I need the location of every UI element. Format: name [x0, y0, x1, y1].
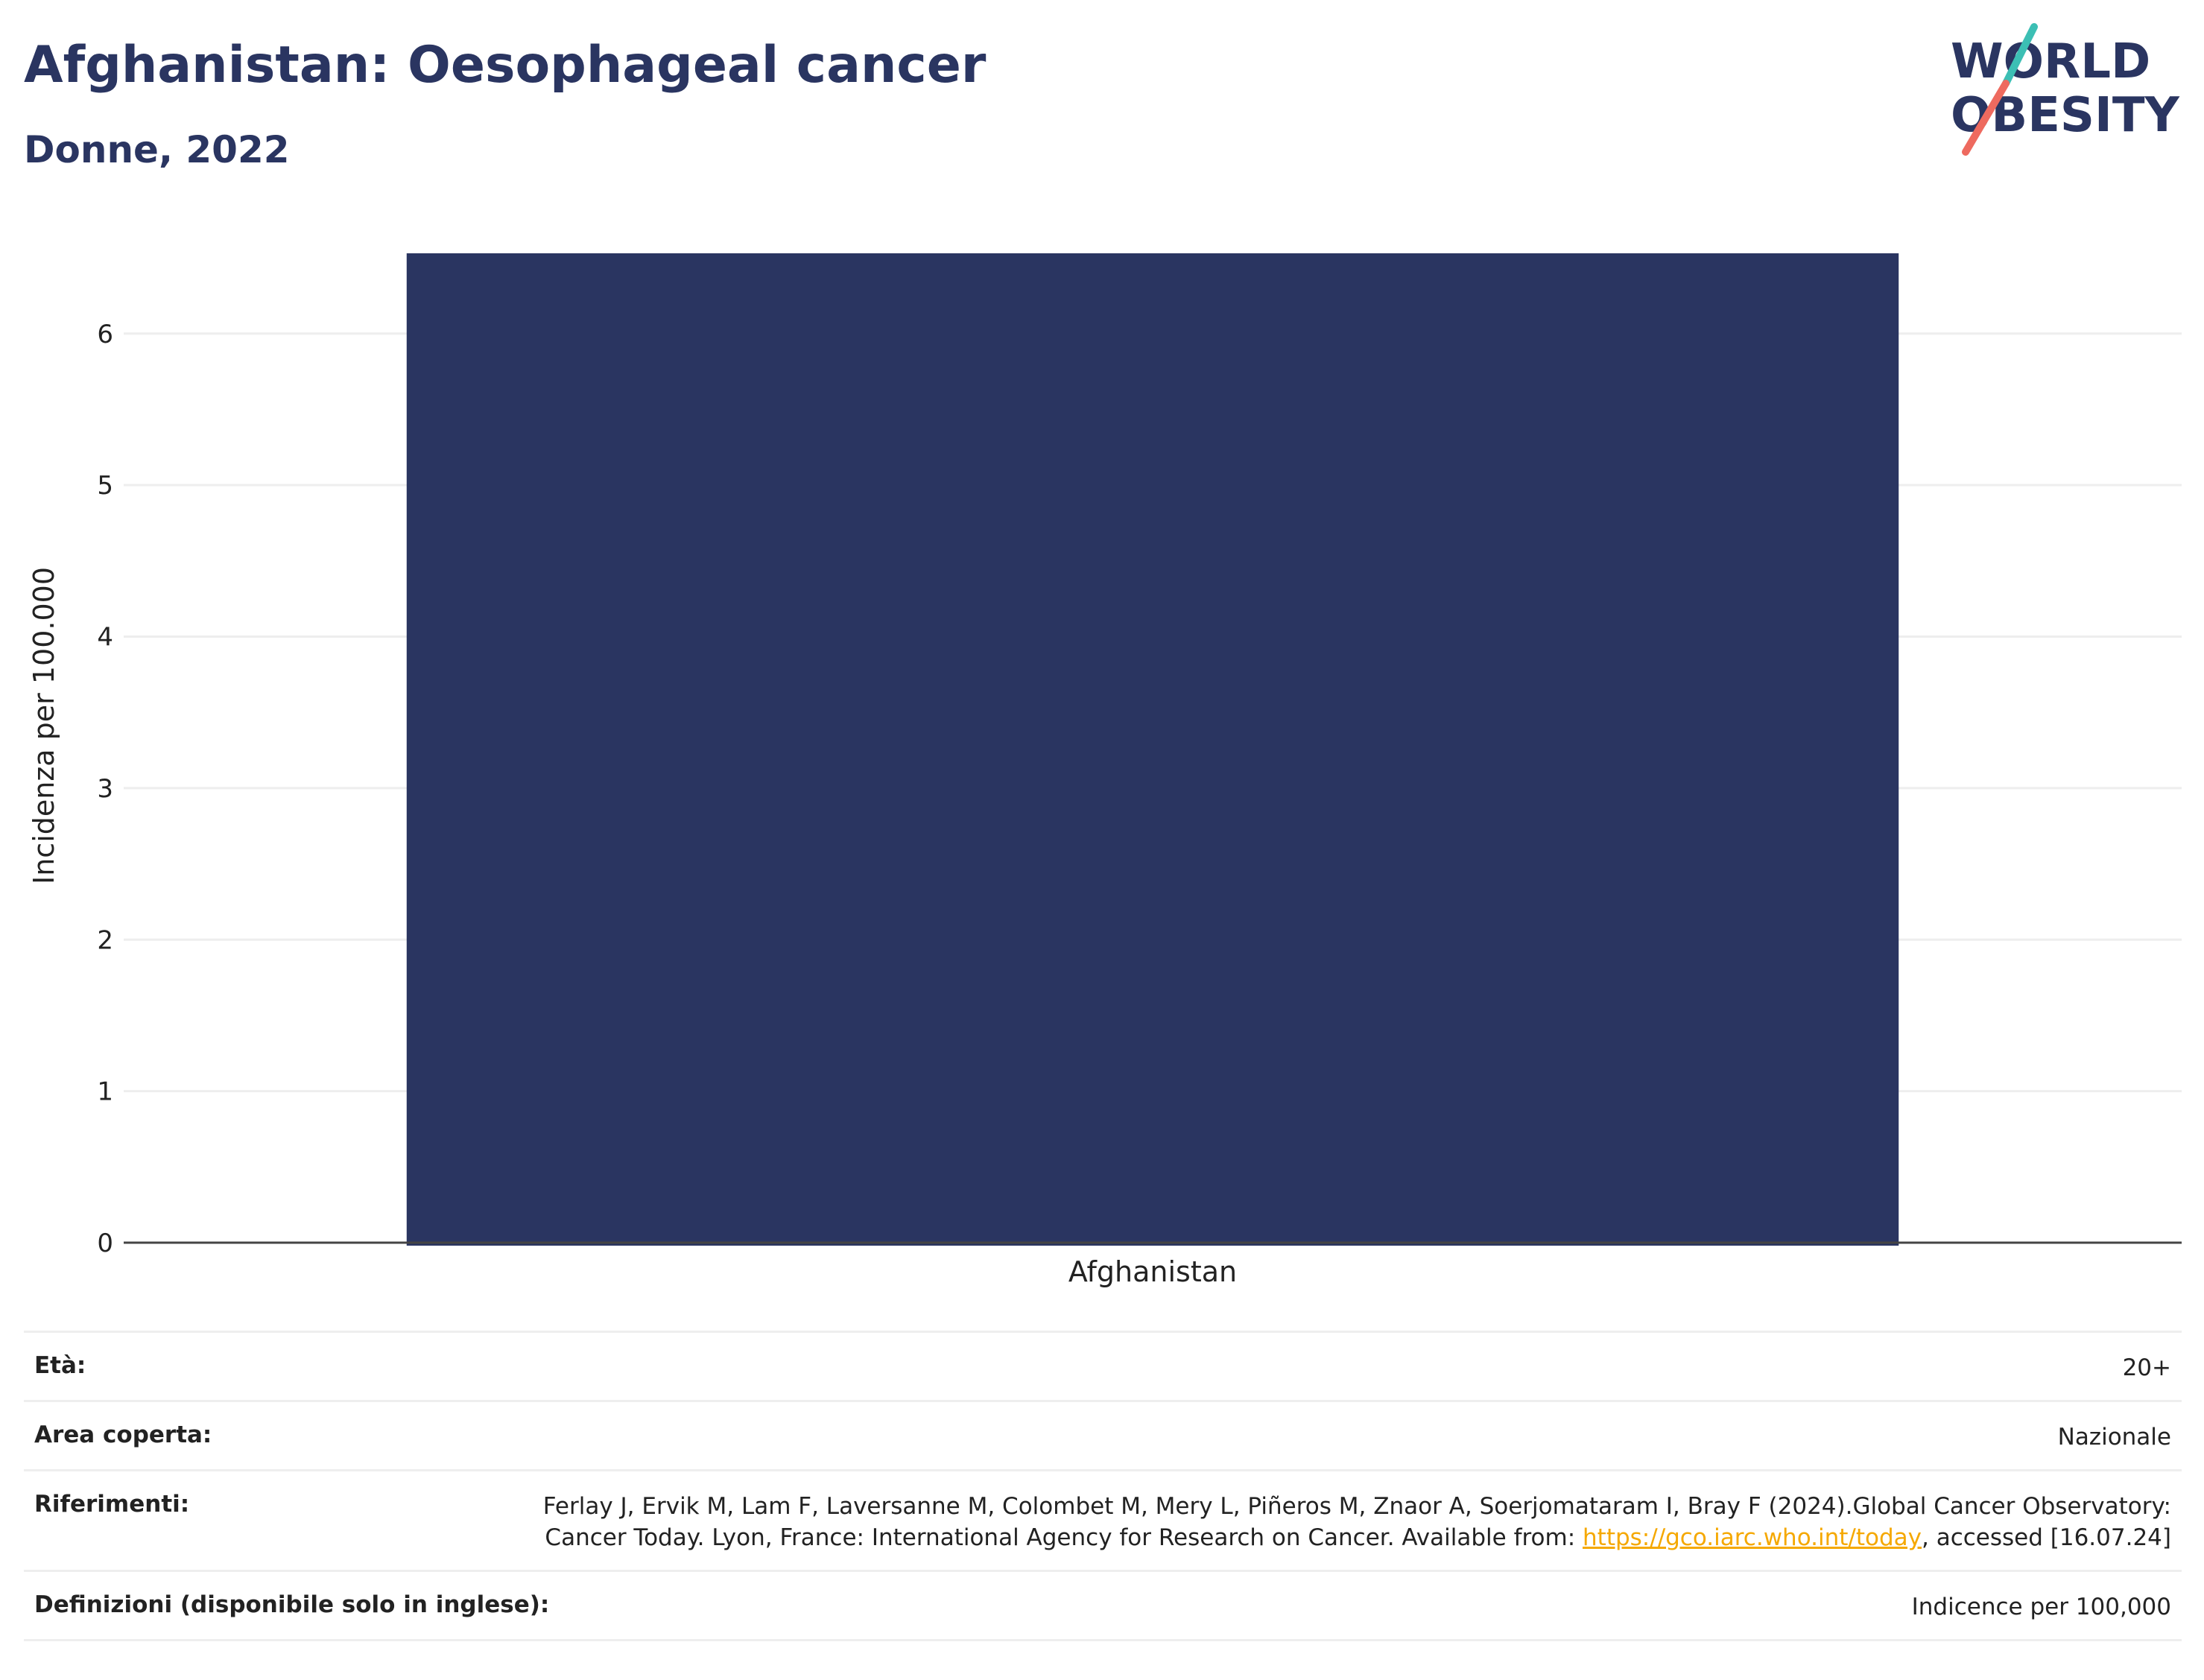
chart-subtitle: Donne, 2022	[24, 128, 290, 171]
details-row-age: Età: 20+	[24, 1331, 2182, 1400]
references-link[interactable]: https://gco.iarc.who.int/today	[1583, 1524, 1922, 1551]
y-tick-label: 5	[97, 471, 113, 501]
y-tick-label: 4	[97, 623, 113, 653]
area-value: Nazionale	[2057, 1424, 2171, 1451]
x-tick-labels: Afghanistan	[1068, 1255, 1237, 1288]
y-tick-label: 0	[97, 1229, 113, 1258]
references-text: Ferlay J, Ervik M, Lam F, Laversanne M, …	[542, 1493, 2171, 1551]
logo-word-world: WORLD	[1951, 34, 2150, 89]
details-table: Età: 20+ Area coperta: Nazionale Riferim…	[24, 1331, 2182, 1641]
details-row-definitions: Definizioni (disponibile solo in inglese…	[24, 1570, 2182, 1641]
bar[interactable]	[406, 253, 1899, 1246]
x-tick-label: Afghanistan	[1068, 1255, 1237, 1288]
y-axis-label: Incidenza per 100.000	[28, 567, 60, 884]
bars	[406, 253, 1899, 1246]
age-label: Età:	[34, 1352, 86, 1379]
references-value: Ferlay J, Ervik M, Lam F, Laversanne M, …	[532, 1491, 2171, 1553]
y-tick-label: 2	[97, 925, 113, 955]
area-label: Area coperta:	[34, 1421, 212, 1448]
y-tick-labels: 0 1 2 3 4 5 6	[97, 320, 113, 1258]
details-row-area: Area coperta: Nazionale	[24, 1400, 2182, 1469]
age-value: 20+	[2122, 1354, 2171, 1381]
definitions-label: Definizioni (disponibile solo in inglese…	[34, 1591, 550, 1618]
y-tick-label: 3	[97, 774, 113, 804]
bar-chart: 0 1 2 3 4 5 6 Afghanistan Incidenza per 100.00…	[28, 253, 2182, 1288]
details-row-references: Riferimenti: Ferlay J, Ervik M, Lam F, L…	[24, 1469, 2182, 1570]
y-tick-label: 6	[97, 320, 113, 349]
world-obesity-logo[interactable]: WORLD OBESITY	[1945, 22, 2191, 156]
definitions-value: Indicence per 100,000	[1911, 1594, 2171, 1620]
references-suffix: , accessed [16.07.24]	[1921, 1524, 2171, 1551]
references-label: Riferimenti:	[34, 1491, 190, 1518]
chart-title: Afghanistan: Oesophageal cancer	[24, 36, 987, 95]
logo-slash-top	[2002, 23, 2038, 87]
logo-slash-bottom	[1962, 80, 2010, 156]
y-tick-label: 1	[97, 1077, 113, 1107]
